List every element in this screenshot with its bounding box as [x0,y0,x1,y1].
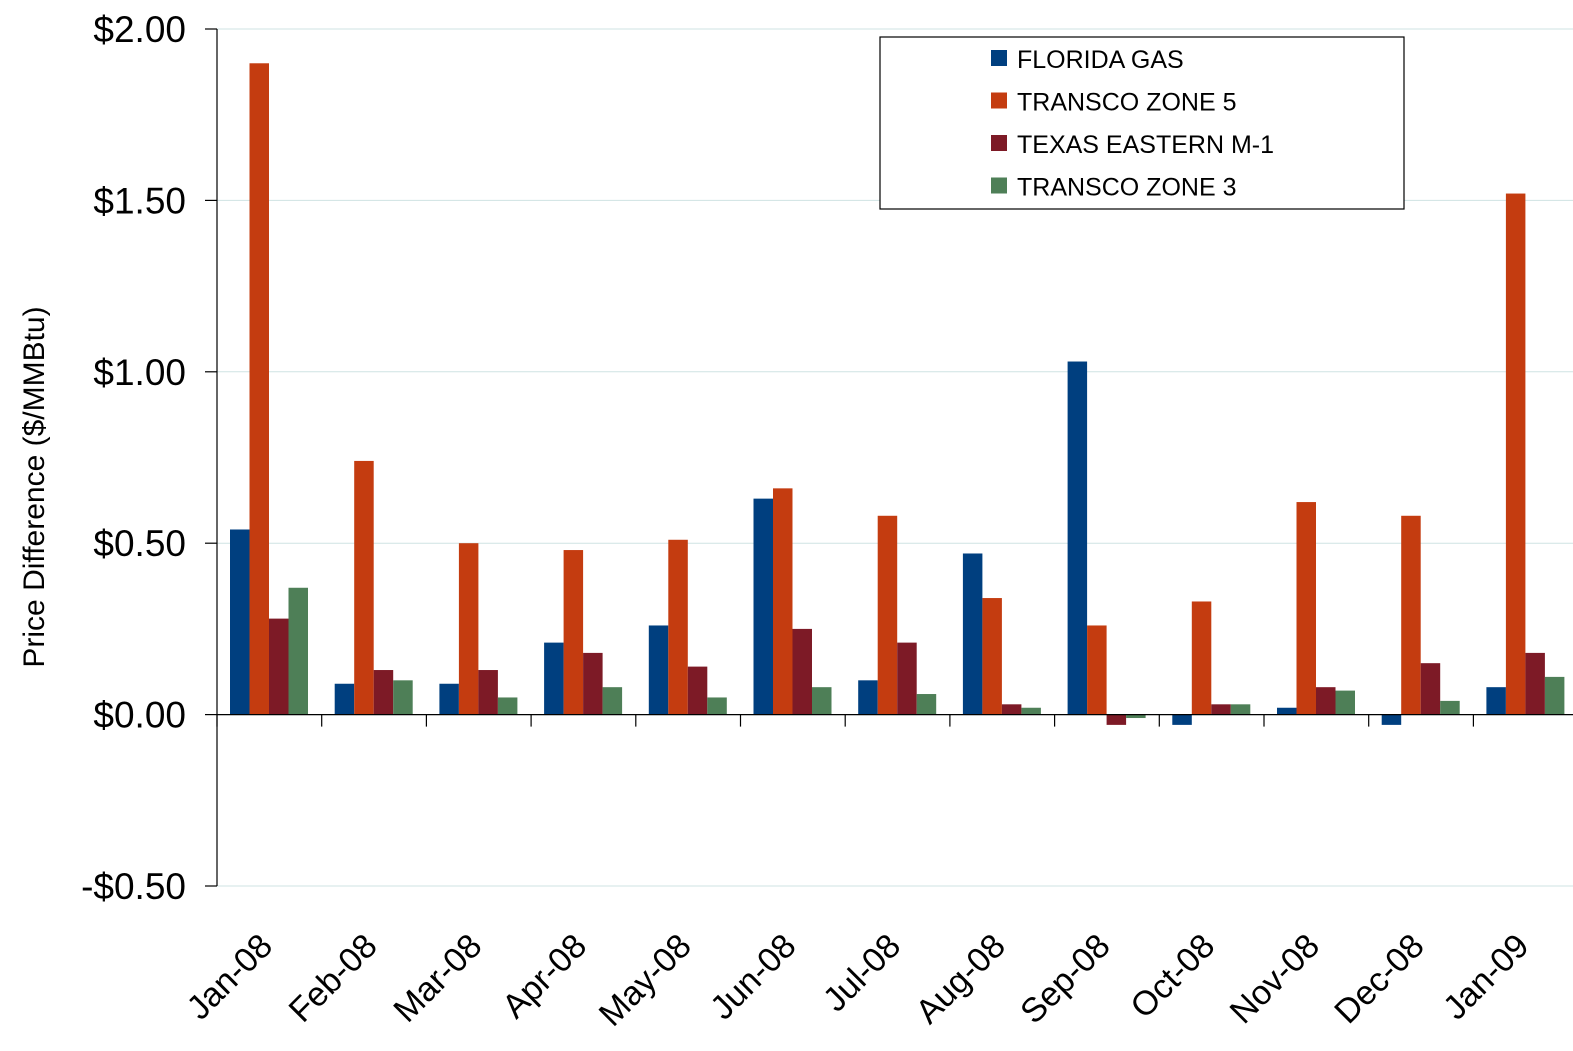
bar-texas-eastern-m-1-nov-08 [1316,687,1336,715]
bar-florida-gas-jun-08 [753,498,773,715]
bar-transco-zone-5-jul-08 [877,515,898,715]
legend-label: TRANSCO ZONE 5 [1017,89,1236,117]
bar-texas-eastern-m-1-jan-09 [1525,652,1545,715]
bar-transco-zone-3-oct-08 [1230,704,1251,715]
bar-texas-eastern-m-1-apr-08 [583,652,603,715]
bar-transco-zone-3-mar-08 [497,697,518,715]
bar-florida-gas-may-08 [648,625,669,715]
x-tick-label: Jul-08 [816,927,908,1019]
y-tick-label: $1.50 [93,180,186,221]
bar-florida-gas-oct-08 [1172,714,1192,725]
bar-texas-eastern-m-1-dec-08 [1420,663,1441,715]
x-tick-label: Sep-08 [1013,927,1117,1031]
bar-transco-zone-3-nov-08 [1335,690,1355,715]
bar-florida-gas-feb-08 [334,683,355,715]
bar-florida-gas-mar-08 [439,683,459,715]
bar-florida-gas-jul-08 [858,680,878,715]
x-tick-label: Oct-08 [1123,927,1222,1026]
bar-transco-zone-3-sep-08 [1126,714,1146,719]
bar-transco-zone-3-apr-08 [602,687,623,715]
bar-transco-zone-5-jan-09 [1505,193,1526,715]
bar-transco-zone-5-aug-08 [982,598,1002,715]
legend-label: TEXAS EASTERN M-1 [1017,131,1274,159]
x-tick-label: Aug-08 [909,927,1013,1031]
bar-florida-gas-jan-09 [1486,687,1506,715]
bar-florida-gas-dec-08 [1381,714,1402,725]
bar-texas-eastern-m-1-jan-08 [269,618,289,715]
bar-texas-eastern-m-1-feb-08 [373,670,394,715]
x-tick-label: Jan-08 [180,927,280,1027]
x-tick-label: Mar-08 [386,927,489,1030]
bar-transco-zone-3-dec-08 [1440,700,1460,715]
bar-transco-zone-5-sep-08 [1087,625,1107,715]
bar-transco-zone-3-jul-08 [916,694,937,715]
bar-transco-zone-3-jun-08 [812,687,832,715]
bar-texas-eastern-m-1-mar-08 [478,670,498,715]
y-tick-label: -$0.50 [81,866,186,907]
x-tick-label: May-08 [592,927,699,1034]
legend-swatch [991,177,1007,194]
legend-label: FLORIDA GAS [1017,46,1184,74]
bar-texas-eastern-m-1-oct-08 [1211,704,1231,715]
y-tick-label: $0.00 [93,695,186,736]
bar-texas-eastern-m-1-jun-08 [792,628,812,715]
bar-transco-zone-3-feb-08 [393,680,413,715]
legend-swatch [991,135,1007,151]
x-tick-label: Feb-08 [282,927,385,1030]
bar-transco-zone-5-may-08 [668,539,688,715]
bar-transco-zone-3-aug-08 [1021,707,1041,715]
bar-transco-zone-5-jan-08 [249,63,269,715]
bar-transco-zone-5-apr-08 [563,550,584,715]
bar-transco-zone-5-nov-08 [1296,502,1316,715]
y-tick-label: $2.00 [93,9,186,50]
bar-texas-eastern-m-1-aug-08 [1001,704,1022,715]
legend-swatch [991,50,1007,66]
bar-florida-gas-sep-08 [1067,361,1088,715]
bar-texas-eastern-m-1-sep-08 [1106,714,1127,725]
bars [230,63,1565,725]
bar-transco-zone-3-jan-08 [288,587,308,715]
bar-transco-zone-3-jan-09 [1544,676,1565,715]
bar-transco-zone-5-jun-08 [773,488,793,715]
bar-transco-zone-5-oct-08 [1191,601,1212,715]
bar-transco-zone-3-may-08 [707,697,727,715]
legend-swatch [991,92,1007,109]
bar-transco-zone-5-feb-08 [354,460,374,715]
bar-florida-gas-jan-08 [230,529,250,715]
x-tick-label: Jun-08 [703,927,803,1027]
x-tick-label: Apr-08 [495,927,594,1026]
bar-florida-gas-nov-08 [1277,707,1297,715]
legend: FLORIDA GAS TRANSCO ZONE 5 TEXAS EASTERN M… [879,36,1405,210]
y-tick-label: $1.00 [93,352,186,393]
bar-transco-zone-5-mar-08 [458,543,479,715]
bar-florida-gas-apr-08 [544,642,564,715]
legend-box [879,36,1405,210]
legend-label: TRANSCO ZONE 3 [1017,174,1236,202]
bar-transco-zone-5-dec-08 [1401,515,1421,715]
x-tick-label: Dec-08 [1327,927,1431,1031]
bar-florida-gas-aug-08 [962,553,983,715]
x-tick-label: Jan-09 [1436,927,1536,1027]
x-tick-label: Nov-08 [1223,927,1327,1031]
y-tick-label: $0.50 [93,523,186,564]
y-axis-label: Price Difference ($/MMBtu) [18,306,51,667]
bar-texas-eastern-m-1-may-08 [687,666,708,715]
bar-texas-eastern-m-1-jul-08 [897,642,917,715]
